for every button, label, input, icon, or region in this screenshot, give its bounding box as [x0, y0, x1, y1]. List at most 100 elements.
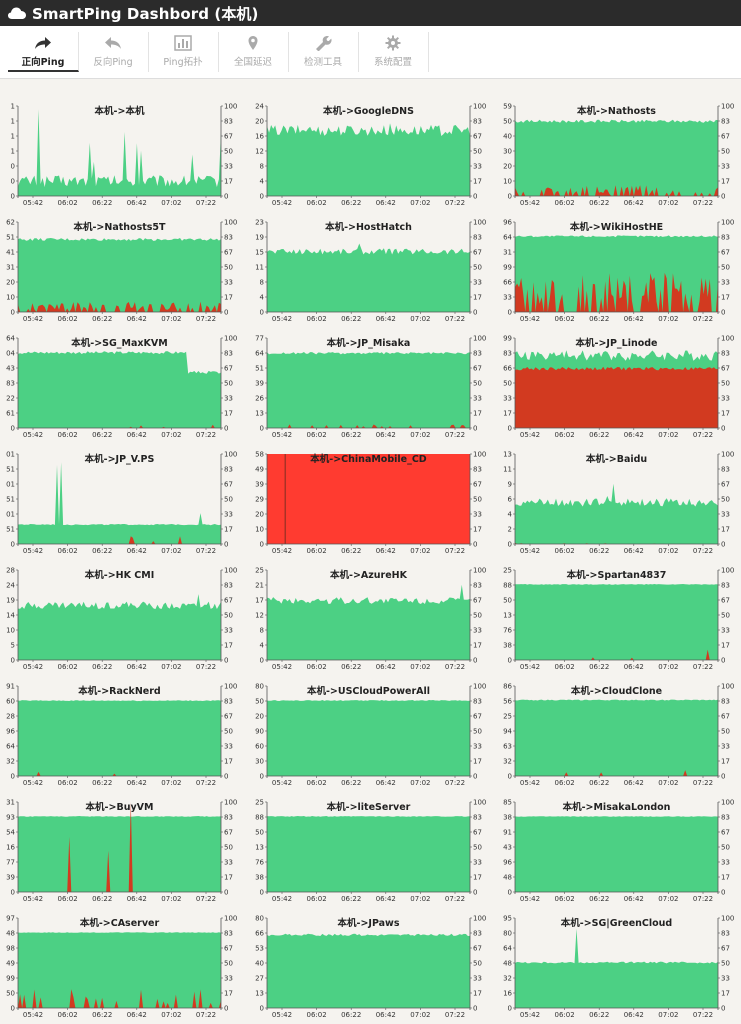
y-tick-label: 113	[255, 844, 264, 852]
y-tick-label: 0	[260, 425, 264, 433]
y-tick-label: 51	[255, 365, 264, 373]
latency-area	[515, 119, 718, 196]
x-tick-label: 05:42	[23, 315, 43, 323]
loss-tick-label: 83	[224, 118, 233, 126]
y-tick-label: 231	[6, 799, 15, 807]
y-tick-label: 364	[6, 335, 16, 343]
loss-tick-label: 100	[473, 335, 486, 343]
ping-chart: 95 80 64 48 32 16 0 100 83 67 50 33 17 0 05:42 06:02 06:…	[503, 914, 736, 1020]
y-tick-label: 149	[6, 960, 15, 968]
chart-title: 本机->Nathosts	[577, 105, 656, 117]
loss-tick-label: 100	[721, 451, 734, 459]
y-tick-label: 0	[11, 309, 15, 317]
y-tick-label: 23	[255, 219, 264, 227]
x-tick-label: 07:02	[161, 199, 181, 207]
y-tick-label: 64	[6, 743, 15, 751]
y-tick-label: 21	[255, 582, 264, 590]
loss-tick-label: 50	[721, 612, 730, 620]
y-tick-label: 225	[503, 567, 512, 575]
loss-tick-label: 50	[721, 496, 730, 504]
packet-loss-area	[18, 989, 221, 1008]
packet-loss-area	[267, 454, 470, 544]
x-tick-label: 06:42	[127, 663, 147, 671]
x-tick-label: 07:02	[410, 315, 430, 323]
loss-tick-label: 83	[224, 814, 233, 822]
y-tick-label: 180	[255, 683, 264, 691]
x-tick-label: 07:22	[445, 663, 465, 671]
x-tick-label: 06:22	[92, 779, 112, 787]
loss-tick-label: 50	[721, 264, 730, 272]
packet-loss-area	[515, 185, 718, 196]
tab-detection-tools[interactable]: 检测工具	[288, 32, 359, 72]
tab-national-latency[interactable]: 全国延迟	[218, 32, 289, 72]
loss-tick-label: 0	[721, 657, 725, 665]
y-tick-label: 0	[260, 541, 264, 549]
loss-tick-label: 17	[224, 990, 233, 998]
x-tick-label: 06:22	[92, 895, 112, 903]
loss-tick-label: 67	[721, 365, 730, 373]
x-tick-label: 07:02	[161, 431, 181, 439]
x-tick-label: 06:22	[92, 431, 112, 439]
tab-label: 反向Ping	[93, 57, 133, 68]
y-tick-label: 188	[503, 582, 512, 590]
latency-area	[18, 816, 221, 892]
loss-tick-label: 33	[721, 395, 730, 403]
y-tick-label: 25	[255, 567, 264, 575]
x-tick-label: 07:02	[410, 663, 430, 671]
y-tick-label: 120	[255, 713, 264, 721]
loss-tick-label: 50	[721, 844, 730, 852]
loss-tick-label: 100	[473, 103, 486, 111]
y-tick-label: 0	[11, 773, 15, 781]
loss-tick-label: 33	[224, 627, 233, 635]
loss-tick-label: 67	[721, 713, 730, 721]
x-tick-label: 06:42	[127, 1011, 147, 1019]
tab-reverse-ping[interactable]: 反向Ping	[78, 32, 149, 72]
loss-tick-label: 67	[224, 597, 233, 605]
chart-svg: 180 150 120 90 60 30 0 100 83 67 50 33 17 0 05:42 06:02…	[251, 683, 487, 788]
y-tick-label: 160	[6, 698, 15, 706]
charts-grid: 1 1 1 1 0 0 0 100 83 67 50 33 17 0 05:42 06:02 06:22 06:4…	[0, 80, 741, 1024]
loss-tick-label: 100	[224, 567, 237, 575]
loss-tick-label: 83	[721, 350, 730, 358]
x-tick-label: 06:02	[307, 547, 327, 555]
x-tick-label: 06:22	[341, 431, 361, 439]
y-tick-label: 20	[255, 511, 264, 519]
y-tick-label: 24	[255, 103, 264, 111]
y-tick-label: 33	[503, 294, 512, 302]
loss-tick-label: 0	[473, 1005, 477, 1013]
x-tick-label: 07:02	[410, 547, 430, 555]
tab-ping-topology[interactable]: Ping拓扑	[148, 32, 219, 72]
loss-tick-label: 17	[721, 758, 730, 766]
loss-tick-label: 50	[224, 380, 233, 388]
y-tick-label: 285	[503, 799, 512, 807]
loss-tick-label: 67	[473, 249, 482, 257]
loss-tick-label: 0	[473, 657, 477, 665]
y-tick-label: 8	[260, 163, 264, 171]
ping-chart: 62 51 41 31 20 10 0 100 83 67 50 33 17 0 05:42 06:02 06:…	[6, 218, 239, 324]
x-tick-label: 07:22	[196, 547, 216, 555]
chart-title: 本机->Nathosts5T	[73, 221, 166, 233]
x-tick-label: 06:02	[307, 1011, 327, 1019]
loss-tick-label: 50	[721, 148, 730, 156]
y-tick-label: 122	[6, 395, 15, 403]
loss-tick-label: 33	[721, 859, 730, 867]
y-tick-label: 99	[6, 975, 15, 983]
reply-arrow-icon	[105, 37, 121, 49]
y-tick-label: 20	[255, 118, 264, 126]
chart-title: 本机->GoogleDNS	[323, 105, 414, 117]
ping-chart: 186 156 125 94 63 32 0 100 83 67 50 33 17 0 05:42 06:02…	[499, 682, 736, 788]
loss-tick-label: 33	[473, 395, 482, 403]
y-tick-label: 49	[255, 466, 264, 474]
loss-tick-label: 67	[473, 713, 482, 721]
x-tick-label: 06:02	[307, 199, 327, 207]
tab-forward-ping[interactable]: 正向Ping	[8, 32, 79, 72]
x-tick-label: 07:02	[658, 779, 678, 787]
x-tick-label: 07:22	[196, 663, 216, 671]
tab-system-config[interactable]: 系统配置	[358, 32, 429, 72]
x-tick-label: 05:42	[23, 431, 43, 439]
y-tick-label: 38	[503, 642, 512, 650]
loss-tick-label: 67	[224, 249, 233, 257]
chart-title: 本机->liteServer	[327, 801, 411, 813]
ping-chart: 225 188 150 113 76 38 0 100 83 67 50 33 17 0 05:42 06:0…	[499, 566, 736, 672]
